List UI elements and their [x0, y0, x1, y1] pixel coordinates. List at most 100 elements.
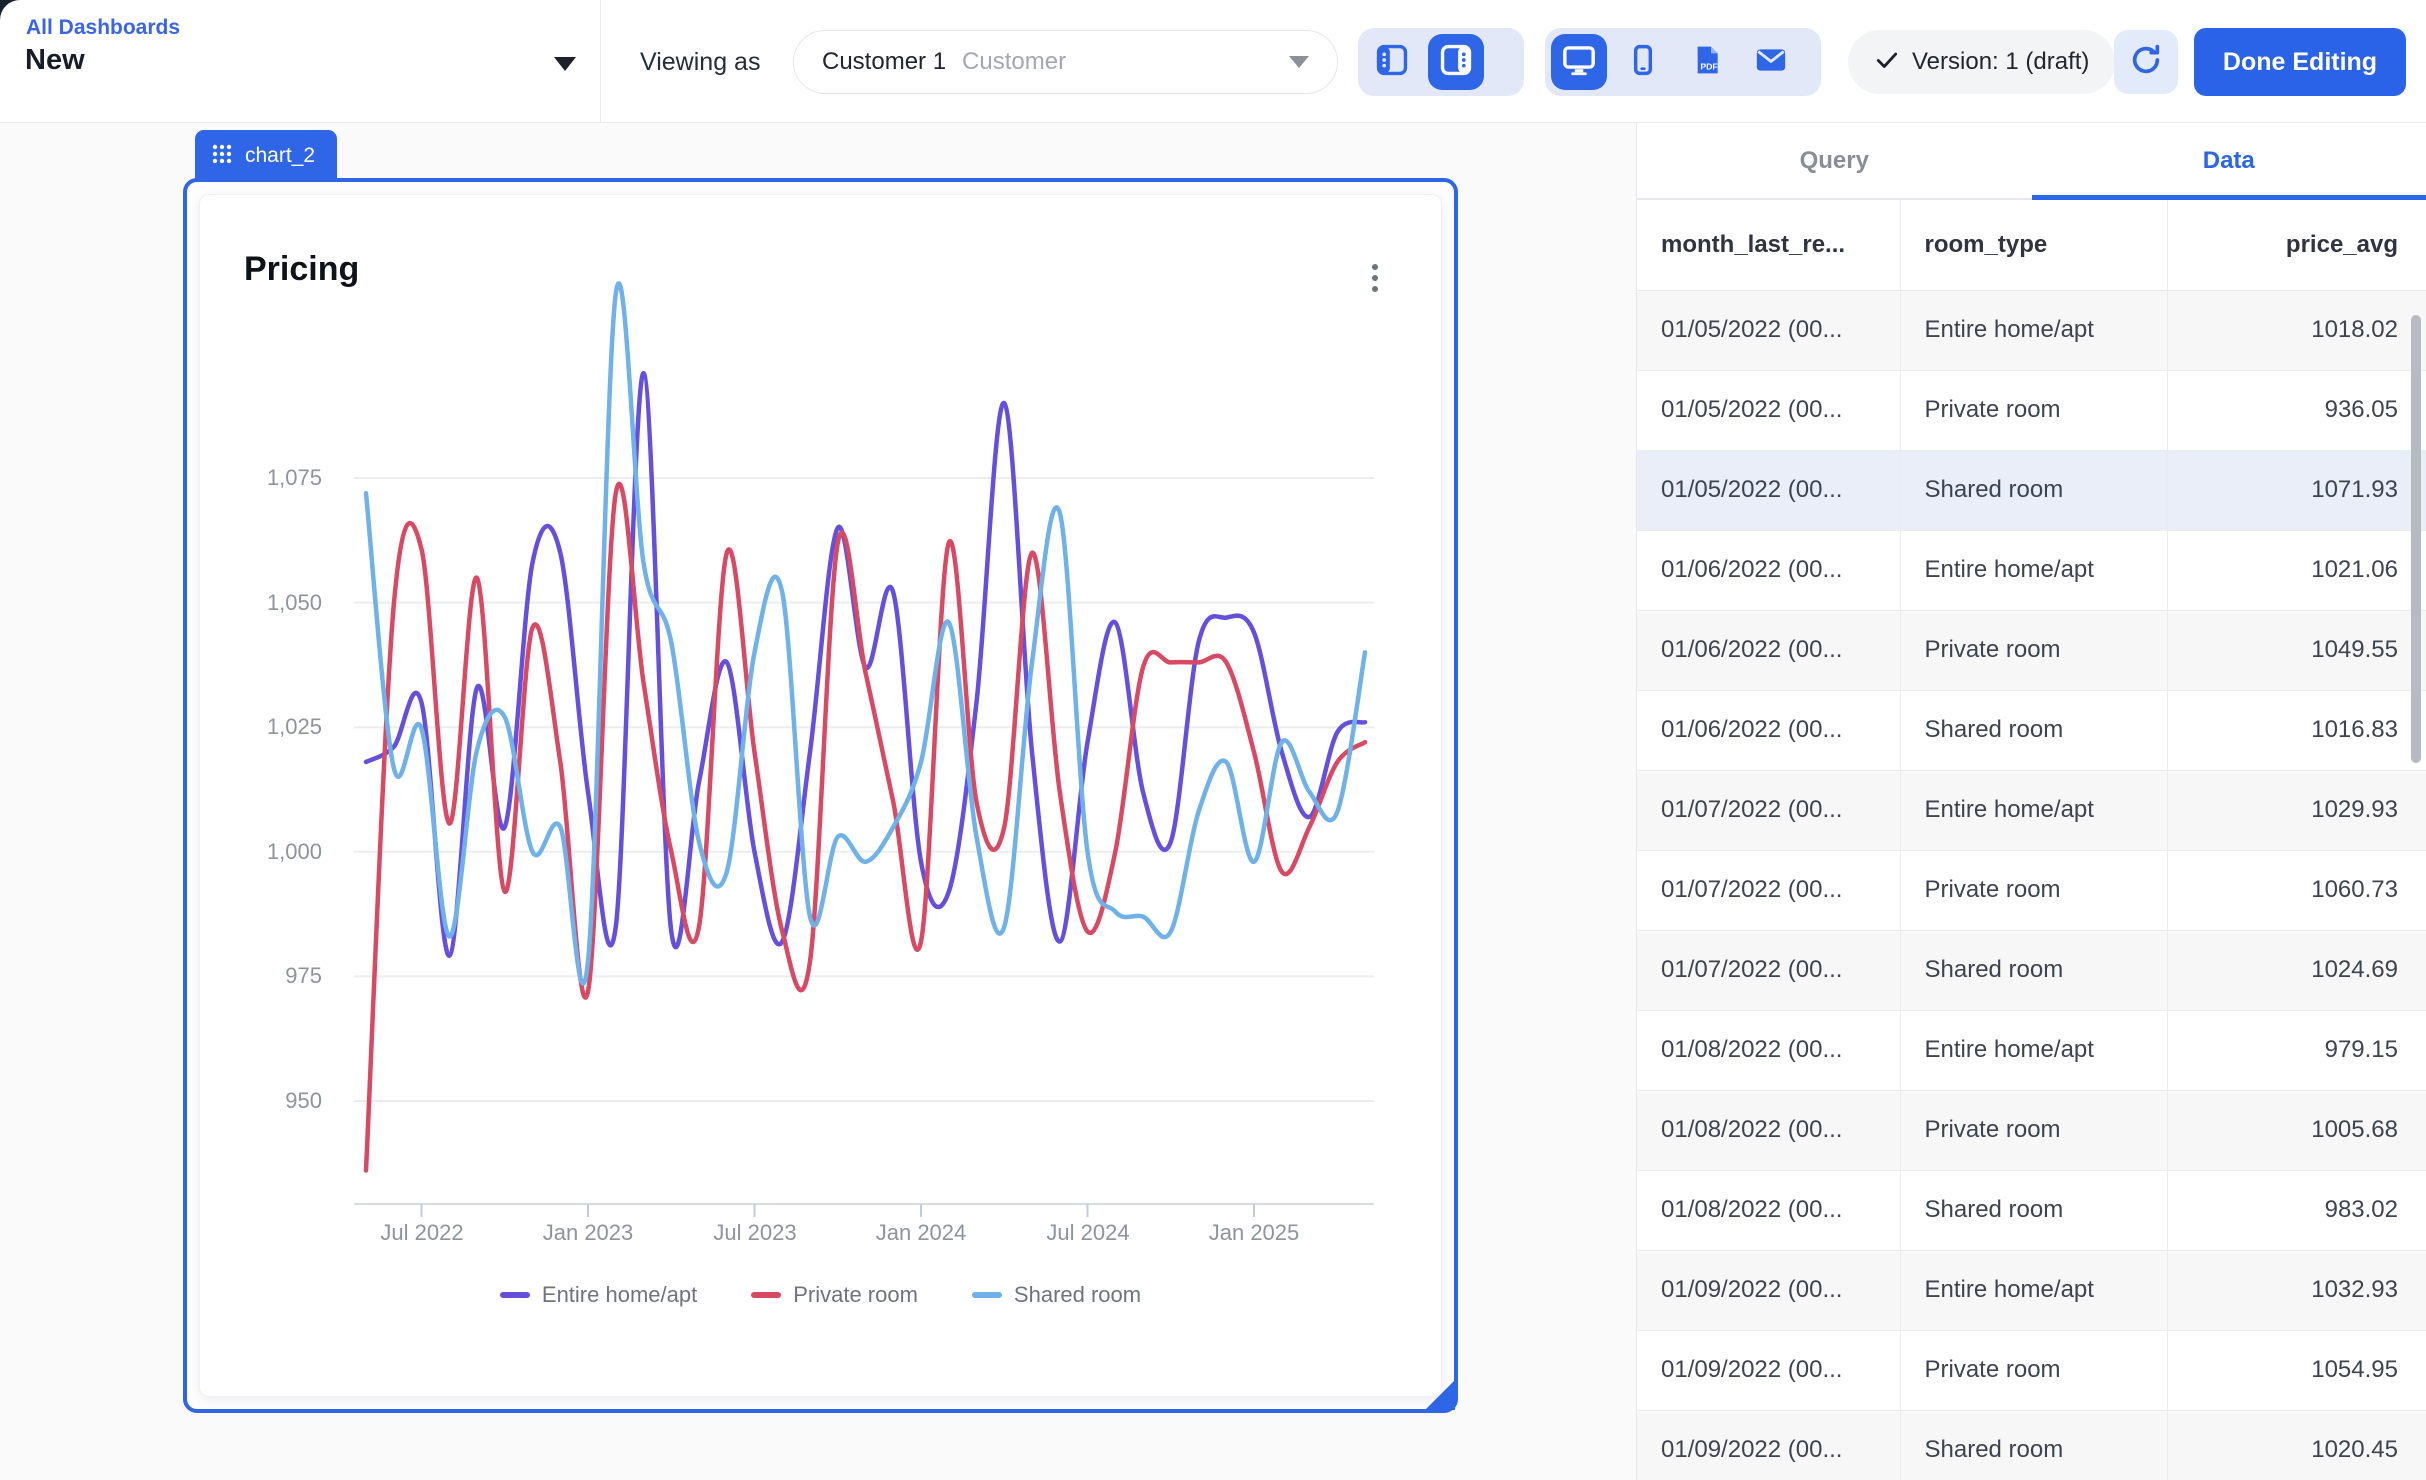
table-row[interactable]: 01/05/2022 (00... Shared room 1071.93: [1637, 450, 2426, 531]
table-row[interactable]: 01/09/2022 (00... Shared room 1020.45: [1637, 1410, 2426, 1480]
x-axis-tick-label: Jul 2023: [713, 1220, 797, 1245]
tab-data[interactable]: Data: [2202, 146, 2255, 174]
cell-month: 01/09/2022 (00...: [1637, 1410, 1901, 1480]
version-badge: Version: 1 (draft): [1848, 30, 2116, 94]
chart-menu-kebab-icon[interactable]: [1355, 256, 1395, 300]
y-axis-tick-label: 1,000: [266, 839, 322, 864]
column-header-month[interactable]: month_last_re...: [1637, 200, 1901, 291]
pdf-file-icon: PDF: [1691, 44, 1723, 81]
top-toolbar: All Dashboards New Viewing as Customer 1…: [0, 0, 2426, 123]
tab-query[interactable]: Query: [1799, 146, 1869, 174]
table-row[interactable]: 01/09/2022 (00... Private room 1054.95: [1637, 1330, 2426, 1411]
svg-text:PDF: PDF: [1700, 61, 1717, 71]
cell-room-type: Entire home/apt: [1900, 1250, 2168, 1331]
resize-handle[interactable]: [1425, 1380, 1455, 1410]
cell-month: 01/06/2022 (00...: [1637, 530, 1901, 611]
pdf-export-button[interactable]: PDF: [1679, 34, 1735, 90]
panel-left-icon: [1375, 43, 1409, 82]
cell-price-avg: 1016.83: [2167, 690, 2426, 771]
cell-room-type: Entire home/apt: [1900, 530, 2168, 611]
cell-room-type: Entire home/apt: [1900, 290, 2168, 371]
cell-month: 01/08/2022 (00...: [1637, 1090, 1901, 1171]
cell-month: 01/06/2022 (00...: [1637, 690, 1901, 771]
cell-price-avg: 1024.69: [2167, 930, 2426, 1011]
legend-item-private-room[interactable]: Private room: [751, 1282, 918, 1308]
cell-price-avg: 1020.45: [2167, 1410, 2426, 1480]
cell-price-avg: 1049.55: [2167, 610, 2426, 691]
cell-room-type: Private room: [1900, 850, 2168, 931]
cell-price-avg: 1071.93: [2167, 450, 2426, 531]
desktop-icon: [1562, 43, 1596, 82]
cell-month: 01/05/2022 (00...: [1637, 370, 1901, 451]
x-axis-tick-label: Jan 2024: [875, 1220, 967, 1245]
cell-room-type: Private room: [1900, 1090, 2168, 1171]
table-row[interactable]: 01/05/2022 (00... Private room 936.05: [1637, 370, 2426, 451]
table-row[interactable]: 01/08/2022 (00... Entire home/apt 979.15: [1637, 1010, 2426, 1091]
cell-room-type: Shared room: [1900, 690, 2168, 771]
cell-room-type: Shared room: [1900, 1170, 2168, 1251]
drag-handle-icon: [211, 143, 233, 170]
check-icon: [1874, 47, 1900, 78]
result-table: month_last_re... room_type price_avg 01/…: [1637, 200, 2426, 1480]
title-dropdown-caret-icon[interactable]: [554, 57, 576, 71]
customer-select[interactable]: Customer 1 Customer: [793, 30, 1338, 94]
table-row[interactable]: 01/08/2022 (00... Shared room 983.02: [1637, 1170, 2426, 1251]
cell-month: 01/06/2022 (00...: [1637, 610, 1901, 691]
table-row[interactable]: 01/07/2022 (00... Shared room 1024.69: [1637, 930, 2426, 1011]
inspector-tabs: Query Data: [1637, 123, 2426, 200]
chart-widget-tab[interactable]: chart_2: [195, 130, 338, 182]
table-row[interactable]: 01/05/2022 (00... Entire home/apt 1018.02: [1637, 290, 2426, 371]
x-axis-tick-label: Jul 2022: [380, 1220, 464, 1245]
column-header-price-avg[interactable]: price_avg: [2167, 200, 2426, 291]
legend-swatch-shared-room: [971, 1292, 1002, 1298]
breadcrumb-all-dashboards[interactable]: All Dashboards: [26, 16, 181, 39]
cell-price-avg: 1021.06: [2167, 530, 2426, 611]
cell-room-type: Entire home/apt: [1900, 770, 2168, 851]
table-scrollbar[interactable]: [2411, 315, 2421, 763]
legend-label: Shared room: [1013, 1282, 1142, 1307]
y-axis-tick-label: 950: [285, 1088, 322, 1113]
table-row[interactable]: 01/07/2022 (00... Private room 1060.73: [1637, 850, 2426, 931]
table-row[interactable]: 01/07/2022 (00... Entire home/apt 1029.93: [1637, 770, 2426, 851]
cell-room-type: Private room: [1900, 1330, 2168, 1411]
column-header-room-type[interactable]: room_type: [1900, 200, 2168, 291]
cell-month: 01/07/2022 (00...: [1637, 930, 1901, 1011]
inspector-panel: Query Data month_last_re... room_type pr…: [1636, 123, 2426, 1480]
cell-month: 01/09/2022 (00...: [1637, 1330, 1901, 1411]
legend-item-entire-home[interactable]: Entire home/apt: [499, 1282, 698, 1308]
mobile-icon: [1627, 44, 1659, 81]
cell-price-avg: 1005.68: [2167, 1090, 2426, 1171]
done-editing-button[interactable]: Done Editing: [2194, 28, 2406, 96]
panel-left-toggle-button[interactable]: [1364, 34, 1420, 90]
legend-item-shared-room[interactable]: Shared room: [971, 1282, 1142, 1308]
cell-room-type: Entire home/apt: [1900, 1010, 2168, 1091]
desktop-preview-button[interactable]: [1551, 34, 1607, 90]
chevron-down-icon: [1289, 56, 1309, 68]
legend-label: Entire home/apt: [541, 1282, 698, 1307]
table-row[interactable]: 01/06/2022 (00... Private room 1049.55: [1637, 610, 2426, 691]
mobile-preview-button[interactable]: [1615, 34, 1671, 90]
cell-room-type: Private room: [1900, 610, 2168, 691]
table-row[interactable]: 01/06/2022 (00... Entire home/apt 1021.06: [1637, 530, 2426, 611]
panel-right-icon: [1439, 43, 1473, 82]
table-row[interactable]: 01/09/2022 (00... Entire home/apt 1032.93: [1637, 1250, 2426, 1331]
x-axis-tick-label: Jul 2024: [1046, 1220, 1130, 1245]
customer-select-type: Customer: [962, 48, 1067, 75]
chart-title: Pricing: [244, 250, 360, 288]
email-export-button[interactable]: [1743, 34, 1799, 90]
refresh-button[interactable]: [2114, 30, 2178, 94]
toolbar-divider: [600, 0, 601, 123]
table-row[interactable]: 01/08/2022 (00... Private room 1005.68: [1637, 1090, 2426, 1171]
cell-month: 01/08/2022 (00...: [1637, 1170, 1901, 1251]
table-row[interactable]: 01/06/2022 (00... Shared room 1016.83: [1637, 690, 2426, 771]
cell-price-avg: 1054.95: [2167, 1330, 2426, 1411]
cell-price-avg: 983.02: [2167, 1170, 2426, 1251]
cell-price-avg: 1060.73: [2167, 850, 2426, 931]
cell-month: 01/07/2022 (00...: [1637, 850, 1901, 931]
line-chart-plot: [354, 281, 1374, 1217]
chart-widget-container[interactable]: chart_2 Pricing 1,075 1,050 1,025 1,000 975 9…: [183, 130, 1458, 1413]
chart-legend: Entire home/apt Private room Shared room: [187, 1282, 1454, 1308]
active-tab-underline: [2031, 195, 2426, 200]
panel-right-toggle-button[interactable]: [1428, 34, 1484, 90]
